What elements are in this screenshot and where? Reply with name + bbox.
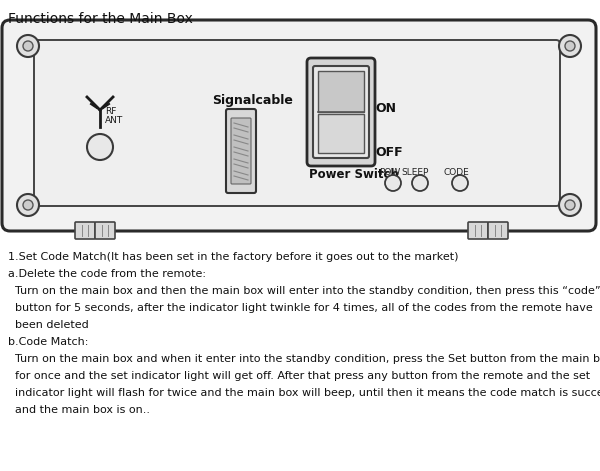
Text: a.Delete the code from the remote:: a.Delete the code from the remote: bbox=[8, 269, 206, 279]
Bar bbox=[318, 71, 364, 112]
Text: SLEEP: SLEEP bbox=[401, 168, 428, 177]
FancyBboxPatch shape bbox=[226, 109, 256, 193]
Text: and the main box is on..: and the main box is on.. bbox=[8, 405, 150, 415]
FancyBboxPatch shape bbox=[34, 40, 560, 206]
Text: CODE: CODE bbox=[443, 168, 469, 177]
Text: RF: RF bbox=[105, 107, 116, 116]
FancyBboxPatch shape bbox=[488, 222, 508, 239]
FancyBboxPatch shape bbox=[468, 222, 488, 239]
FancyBboxPatch shape bbox=[231, 118, 251, 184]
Bar bbox=[318, 114, 364, 153]
Circle shape bbox=[559, 35, 581, 57]
Text: OFF: OFF bbox=[375, 146, 403, 159]
Text: for once and the set indicator light will get off. After that press any button f: for once and the set indicator light wil… bbox=[8, 371, 590, 381]
Circle shape bbox=[385, 175, 401, 191]
Circle shape bbox=[452, 175, 468, 191]
Text: ON: ON bbox=[375, 101, 396, 114]
Circle shape bbox=[87, 134, 113, 160]
Circle shape bbox=[565, 200, 575, 210]
Text: indicator light will flash for twice and the main box will beep, until then it m: indicator light will flash for twice and… bbox=[8, 388, 600, 398]
Text: Functions for the Main Box: Functions for the Main Box bbox=[8, 12, 193, 26]
FancyBboxPatch shape bbox=[95, 222, 115, 239]
Circle shape bbox=[565, 41, 575, 51]
FancyBboxPatch shape bbox=[2, 20, 596, 231]
Text: ANT: ANT bbox=[105, 116, 123, 125]
Circle shape bbox=[412, 175, 428, 191]
Circle shape bbox=[23, 41, 33, 51]
Circle shape bbox=[23, 200, 33, 210]
Circle shape bbox=[559, 194, 581, 216]
Text: Turn on the main box and then the main box will enter into the standby condition: Turn on the main box and then the main b… bbox=[8, 286, 600, 296]
FancyBboxPatch shape bbox=[307, 58, 375, 166]
Text: Signalcable: Signalcable bbox=[212, 94, 293, 107]
Circle shape bbox=[17, 194, 39, 216]
Text: POW: POW bbox=[379, 168, 401, 177]
Text: b.Code Match:: b.Code Match: bbox=[8, 337, 88, 347]
Text: been deleted: been deleted bbox=[8, 320, 89, 330]
Text: 1.Set Code Match(It has been set in the factory before it goes out to the market: 1.Set Code Match(It has been set in the … bbox=[8, 252, 458, 262]
FancyBboxPatch shape bbox=[75, 222, 95, 239]
Text: Power Switch: Power Switch bbox=[309, 168, 399, 181]
Text: Turn on the main box and when it enter into the standby condition, press the Set: Turn on the main box and when it enter i… bbox=[8, 354, 600, 364]
Circle shape bbox=[17, 35, 39, 57]
Text: button for 5 seconds, after the indicator light twinkle for 4 times, all of the : button for 5 seconds, after the indicato… bbox=[8, 303, 593, 313]
FancyBboxPatch shape bbox=[313, 66, 369, 158]
